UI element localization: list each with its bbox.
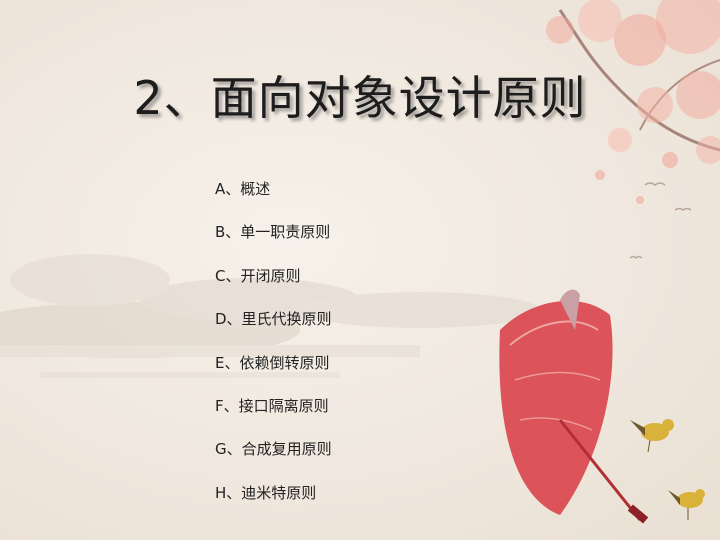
list-item: B、单一职责原则: [215, 223, 331, 242]
yellow-birds: [630, 419, 705, 520]
slide-title: 2、面向对象设计原则: [133, 71, 587, 125]
ink-landscape: [0, 254, 540, 378]
principles-list: A、概述 B、单一职责原则 C、开闭原则 D、里氏代换原则 E、依赖倒转原则 F…: [215, 178, 332, 525]
list-item: C、开闭原则: [215, 266, 301, 285]
list-item: E、依赖倒转原则: [215, 353, 330, 372]
cherry-blossom-branch: [546, 0, 720, 204]
red-umbrella: [499, 289, 649, 524]
list-item: A、概述: [215, 180, 271, 198]
list-item: G、合成复用原则: [215, 440, 332, 459]
list-item: F、接口隔离原则: [215, 396, 329, 415]
flying-birds: [629, 182, 692, 260]
list-item: H、迪米特原则: [215, 483, 317, 502]
list-item: D、里氏代换原则: [215, 310, 332, 329]
